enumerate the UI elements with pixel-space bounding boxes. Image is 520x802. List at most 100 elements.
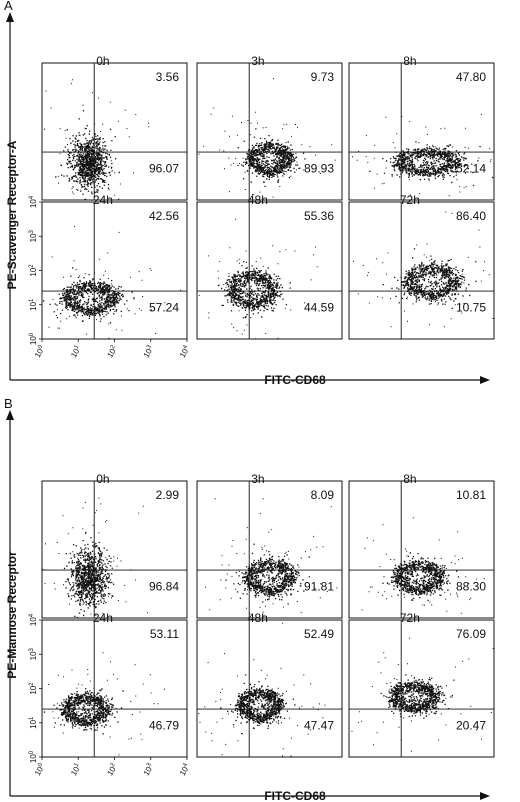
dot-plot-72h: 72h 76.09 20.47 bbox=[348, 611, 495, 758]
dot-plot-0h: 0h 3.56 96.07 bbox=[41, 54, 188, 201]
y-tick-exponent: 4 bbox=[29, 195, 35, 199]
y-tick-exponent: 1 bbox=[29, 716, 35, 720]
x-tick-exponent: 2 bbox=[110, 762, 117, 768]
cell-events bbox=[44, 64, 150, 201]
plot-frame bbox=[41, 62, 188, 201]
x-axis-title: FITC-CD68 bbox=[264, 373, 326, 387]
y-tick-exponent: 1 bbox=[29, 298, 35, 302]
y-tick-exponent: 2 bbox=[29, 264, 35, 268]
cell-events bbox=[351, 637, 494, 752]
dot-plot-48h: 48h 55.36 44.59 bbox=[196, 193, 343, 340]
x-tick-label: 104 bbox=[178, 344, 192, 360]
y-tick-exponent: 4 bbox=[29, 613, 35, 617]
plot-frame bbox=[196, 480, 343, 619]
time-label: 8h bbox=[403, 54, 416, 68]
plot-frame bbox=[196, 62, 343, 201]
time-label: 48h bbox=[248, 611, 268, 625]
cell-events bbox=[198, 218, 330, 340]
upper-right-value: 42.56 bbox=[149, 209, 179, 223]
time-label: 24h bbox=[93, 611, 113, 625]
lower-right-value: 96.07 bbox=[149, 162, 179, 176]
dot-plot-0h: 0h 2.99 96.84 bbox=[41, 472, 188, 619]
x-tick-exponent: 4 bbox=[182, 344, 189, 350]
x-axis-arrow bbox=[480, 792, 490, 800]
lower-right-value: 89.93 bbox=[304, 162, 334, 176]
y-tick-label: 104 bbox=[29, 195, 38, 208]
x-tick-label: 101 bbox=[69, 762, 83, 778]
upper-right-value: 8.09 bbox=[311, 488, 335, 502]
x-tick-exponent: 3 bbox=[146, 762, 153, 768]
y-tick-exponent: 2 bbox=[29, 682, 35, 686]
x-tick-exponent: 4 bbox=[182, 762, 189, 768]
x-tick-label: 102 bbox=[105, 762, 119, 778]
y-tick-exponent: 3 bbox=[29, 647, 35, 651]
upper-right-value: 55.36 bbox=[304, 209, 334, 223]
time-label: 72h bbox=[400, 193, 420, 207]
x-tick-label: 104 bbox=[178, 762, 192, 778]
lower-right-value: 96.84 bbox=[149, 580, 179, 594]
y-tick-label: 100 bbox=[29, 332, 38, 345]
x-tick-label: 101 bbox=[69, 344, 83, 360]
cell-events bbox=[198, 622, 326, 757]
upper-right-value: 52.49 bbox=[304, 627, 334, 641]
time-label: 72h bbox=[400, 611, 420, 625]
lower-right-value: 46.79 bbox=[149, 719, 179, 733]
panel-letter: A bbox=[4, 0, 13, 13]
y-tick-label: 101 bbox=[29, 298, 38, 311]
y-axis-arrow bbox=[6, 12, 14, 22]
lower-right-value: 57.24 bbox=[149, 301, 179, 315]
upper-right-value: 53.11 bbox=[150, 627, 179, 641]
time-label: 3h bbox=[251, 472, 264, 486]
dot-plot-8h: 8h 10.81 88.30 bbox=[348, 472, 495, 619]
upper-right-value: 2.99 bbox=[156, 488, 180, 502]
plot-frame bbox=[348, 62, 495, 201]
dot-plot-48h: 48h 52.49 47.47 bbox=[196, 611, 343, 758]
lower-right-value: 20.47 bbox=[456, 719, 486, 733]
cell-events bbox=[353, 211, 494, 328]
upper-right-value: 86.40 bbox=[456, 209, 486, 223]
y-axis-title: PE-Scavenger Receptor-A bbox=[5, 140, 19, 289]
lower-right-value: 91.81 bbox=[304, 580, 334, 594]
plot-frame bbox=[196, 619, 343, 758]
lower-right-value: 10.75 bbox=[456, 301, 486, 315]
y-tick-exponent: 0 bbox=[29, 750, 35, 754]
lower-right-value: 44.59 bbox=[304, 301, 334, 315]
x-tick-label: 102 bbox=[105, 344, 119, 360]
x-tick-exponent: 0 bbox=[37, 344, 44, 350]
panel-letter: B bbox=[4, 396, 13, 411]
x-tick-exponent: 1 bbox=[74, 762, 81, 768]
cell-events bbox=[361, 517, 485, 614]
y-axis-arrow bbox=[6, 410, 14, 420]
time-label: 24h bbox=[93, 193, 113, 207]
y-tick-label: 104 bbox=[29, 613, 38, 626]
time-label: 3h bbox=[251, 54, 264, 68]
cell-events bbox=[42, 497, 148, 619]
plot-frame bbox=[348, 201, 495, 340]
cell-events bbox=[198, 78, 336, 198]
time-label: 48h bbox=[248, 193, 268, 207]
dot-plot-72h: 72h 86.40 10.75 bbox=[348, 193, 495, 340]
x-axis-title: FITC-CD68 bbox=[264, 789, 326, 802]
cell-events bbox=[205, 498, 338, 617]
y-tick-label: 100 bbox=[29, 750, 38, 763]
y-tick-label: 101 bbox=[29, 716, 38, 729]
dot-plot-3h: 3h 8.09 91.81 bbox=[196, 472, 343, 619]
panel-b: B PE-Mannose Receptor FITC-CD68 0h 2.99 96.84… bbox=[4, 396, 495, 802]
time-label: 8h bbox=[403, 472, 416, 486]
plot-frame bbox=[196, 201, 343, 340]
x-tick-label: 103 bbox=[142, 762, 156, 778]
upper-right-value: 3.56 bbox=[156, 70, 180, 84]
lower-right-value: 47.47 bbox=[304, 719, 334, 733]
cell-events bbox=[43, 225, 182, 339]
plot-frame bbox=[348, 480, 495, 619]
y-tick-exponent: 0 bbox=[29, 332, 35, 336]
lower-right-value: 88.30 bbox=[456, 580, 486, 594]
x-tick-exponent: 1 bbox=[74, 344, 81, 350]
upper-right-value: 76.09 bbox=[456, 627, 486, 641]
y-tick-label: 103 bbox=[29, 229, 38, 242]
dot-plot-3h: 3h 9.73 89.93 bbox=[196, 54, 343, 201]
x-axis-arrow bbox=[480, 376, 490, 384]
